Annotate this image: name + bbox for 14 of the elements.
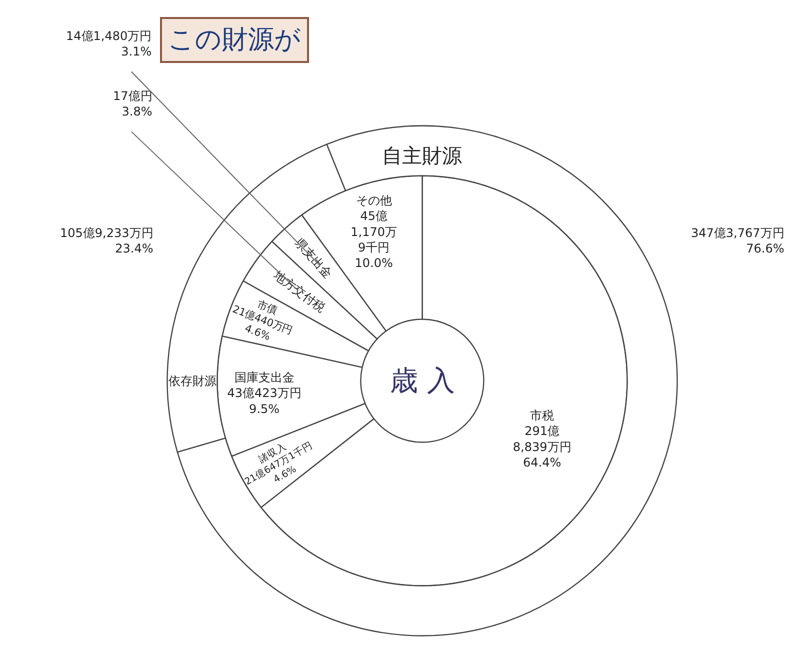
text: 歳 入	[390, 364, 455, 397]
chart-title: この財源が	[168, 25, 301, 55]
data-label: 291億 8,839万円 64.4%	[512, 424, 572, 470]
data-label: 43億423万円 9.5%	[227, 386, 302, 416]
slice-label: その他	[356, 194, 392, 208]
slice-label: 市税	[530, 408, 554, 423]
slice-label: 自主財源	[382, 143, 462, 168]
slice-label: 依存財源	[168, 374, 216, 388]
slice-label: 国庫支出金	[234, 370, 294, 385]
data-label: 14億1,480万円 3.1%	[66, 29, 152, 59]
data-label: 105億9,233万円 23.4%	[60, 226, 154, 256]
data-label: 347億3,767万円 76.6%	[691, 226, 784, 256]
data-label: 17億円 3.8%	[113, 89, 152, 119]
data-label: 45億 1,170万 9千円 10.0%	[350, 209, 398, 270]
